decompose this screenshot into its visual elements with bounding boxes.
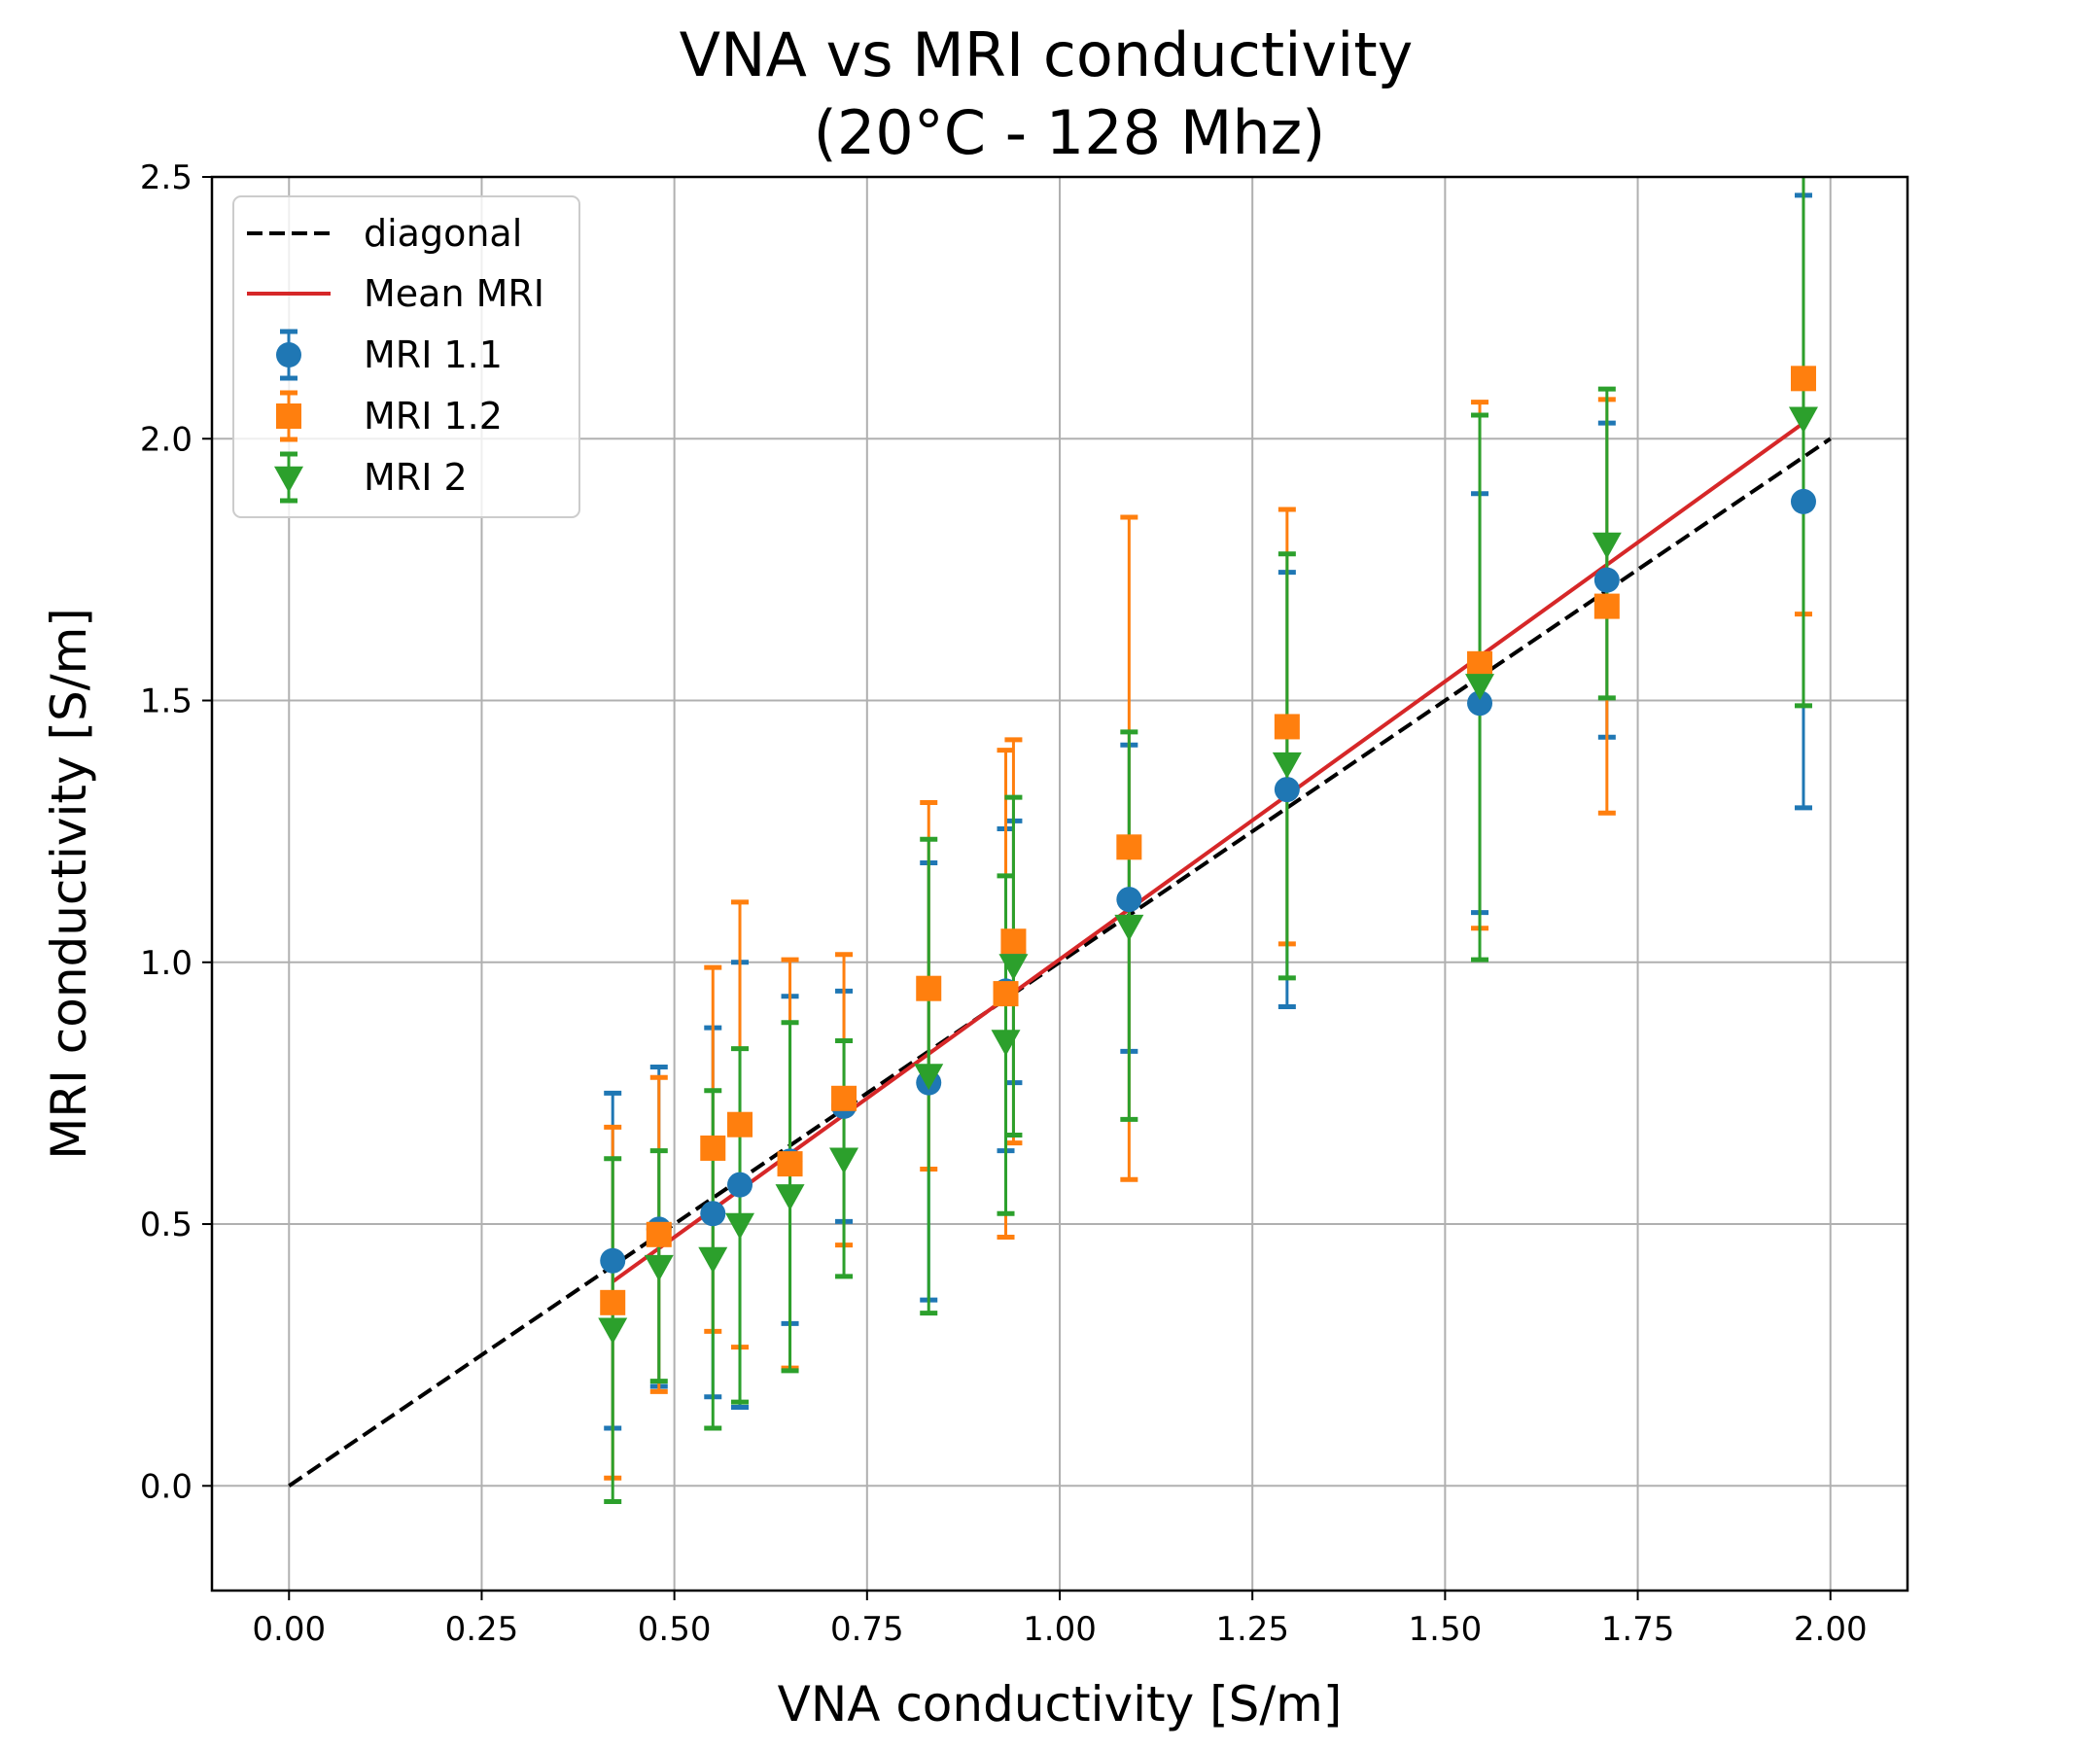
x-axis-ticks: 0.00 0.25 0.50 0.75 1.00 1.25 1.50 1.75 2.00 — [252, 1591, 1868, 1649]
point-mri-1-1 — [1593, 567, 1620, 593]
point-mri-1-1 — [600, 1247, 626, 1274]
chart-title-line2: (20°C - 128 Mhz) — [814, 97, 1326, 168]
y-tick-label: 2.0 — [140, 420, 192, 459]
reference-lines — [288, 421, 1832, 1488]
mean-mri-line — [612, 421, 1805, 1283]
y-tick-label: 1.5 — [140, 682, 192, 721]
point-mri-1-2 — [993, 981, 1019, 1007]
x-tick-label: 1.50 — [1409, 1610, 1483, 1649]
y-tick-label: 0.5 — [140, 1206, 192, 1244]
point-mri-1-2 — [1116, 834, 1142, 860]
point-mri-1-1 — [1790, 488, 1816, 514]
point-mri-2 — [1465, 674, 1495, 701]
x-tick-label: 1.25 — [1215, 1610, 1289, 1649]
x-tick-label: 0.25 — [445, 1610, 519, 1649]
point-mri-2 — [1592, 532, 1622, 559]
legend-marker-mri-1-2 — [276, 403, 301, 429]
point-mri-2 — [1114, 914, 1144, 941]
point-mri-2 — [1788, 406, 1818, 434]
legend-marker-mri-1-1 — [276, 342, 301, 368]
x-tick-label: 2.00 — [1794, 1610, 1868, 1649]
point-mri-2 — [644, 1254, 674, 1281]
point-mri-1-2 — [1467, 650, 1493, 677]
point-mri-2 — [991, 1030, 1021, 1057]
legend-markers — [274, 329, 303, 504]
point-mri-1-2 — [700, 1135, 726, 1161]
point-mri-1-1 — [700, 1201, 726, 1227]
point-mri-1-2 — [777, 1151, 803, 1177]
point-mri-1-2 — [1593, 593, 1620, 619]
point-mri-1-2 — [1790, 366, 1816, 392]
x-tick-label: 0.75 — [830, 1610, 904, 1649]
legend-label-mri-2: MRI 2 — [364, 456, 468, 499]
diagonal-line — [288, 437, 1832, 1488]
x-tick-label: 1.00 — [1023, 1610, 1097, 1649]
x-tick-label: 1.75 — [1601, 1610, 1675, 1649]
point-mri-2 — [829, 1147, 859, 1174]
point-mri-2 — [998, 954, 1029, 981]
point-mri-1-2 — [600, 1289, 626, 1315]
legend-label-mri-1-2: MRI 1.2 — [364, 395, 503, 438]
y-tick-label: 0.0 — [140, 1467, 192, 1506]
x-tick-label: 0.00 — [252, 1610, 326, 1649]
point-mri-1-2 — [831, 1085, 858, 1111]
point-mri-2 — [914, 1064, 944, 1091]
y-tick-label: 2.5 — [140, 158, 192, 197]
point-mri-1-1 — [1274, 777, 1300, 803]
point-mri-2 — [1272, 752, 1302, 779]
legend: diagonal Mean MRI MRI 1.1 MRI 1.2 MRI 2 — [232, 195, 580, 518]
point-mri-1-2 — [1274, 714, 1300, 740]
point-mri-2 — [775, 1184, 805, 1211]
x-tick-label: 0.50 — [638, 1610, 712, 1649]
point-mri-1-2 — [1000, 928, 1027, 955]
point-mri-2 — [725, 1212, 755, 1240]
point-mri-1-1 — [1467, 690, 1493, 717]
point-mri-2 — [698, 1246, 728, 1274]
legend-label-diagonal: diagonal — [364, 212, 522, 255]
legend-frame — [232, 195, 580, 518]
y-tick-label: 1.0 — [140, 944, 192, 983]
point-mri-1-2 — [916, 975, 942, 1001]
point-mri-1-1 — [1116, 887, 1142, 913]
point-mri-1-1 — [727, 1172, 753, 1198]
point-mri-1-2 — [646, 1221, 672, 1247]
chart-title-line1: VNA vs MRI conductivity — [680, 19, 1414, 90]
data-markers — [598, 366, 1818, 1345]
legend-label-mean-mri: Mean MRI — [364, 272, 544, 315]
legend-marker-mri-2 — [274, 466, 303, 493]
legend-label-mri-1-1: MRI 1.1 — [364, 333, 503, 376]
y-axis-label: MRI conductivity [S/m] — [41, 608, 97, 1160]
point-mri-2 — [598, 1317, 628, 1345]
x-axis-label: VNA conductivity [S/m] — [778, 1676, 1343, 1732]
point-mri-1-2 — [727, 1111, 753, 1138]
y-axis-ticks: 0.0 0.5 1.0 1.5 2.0 2.5 — [140, 158, 212, 1506]
